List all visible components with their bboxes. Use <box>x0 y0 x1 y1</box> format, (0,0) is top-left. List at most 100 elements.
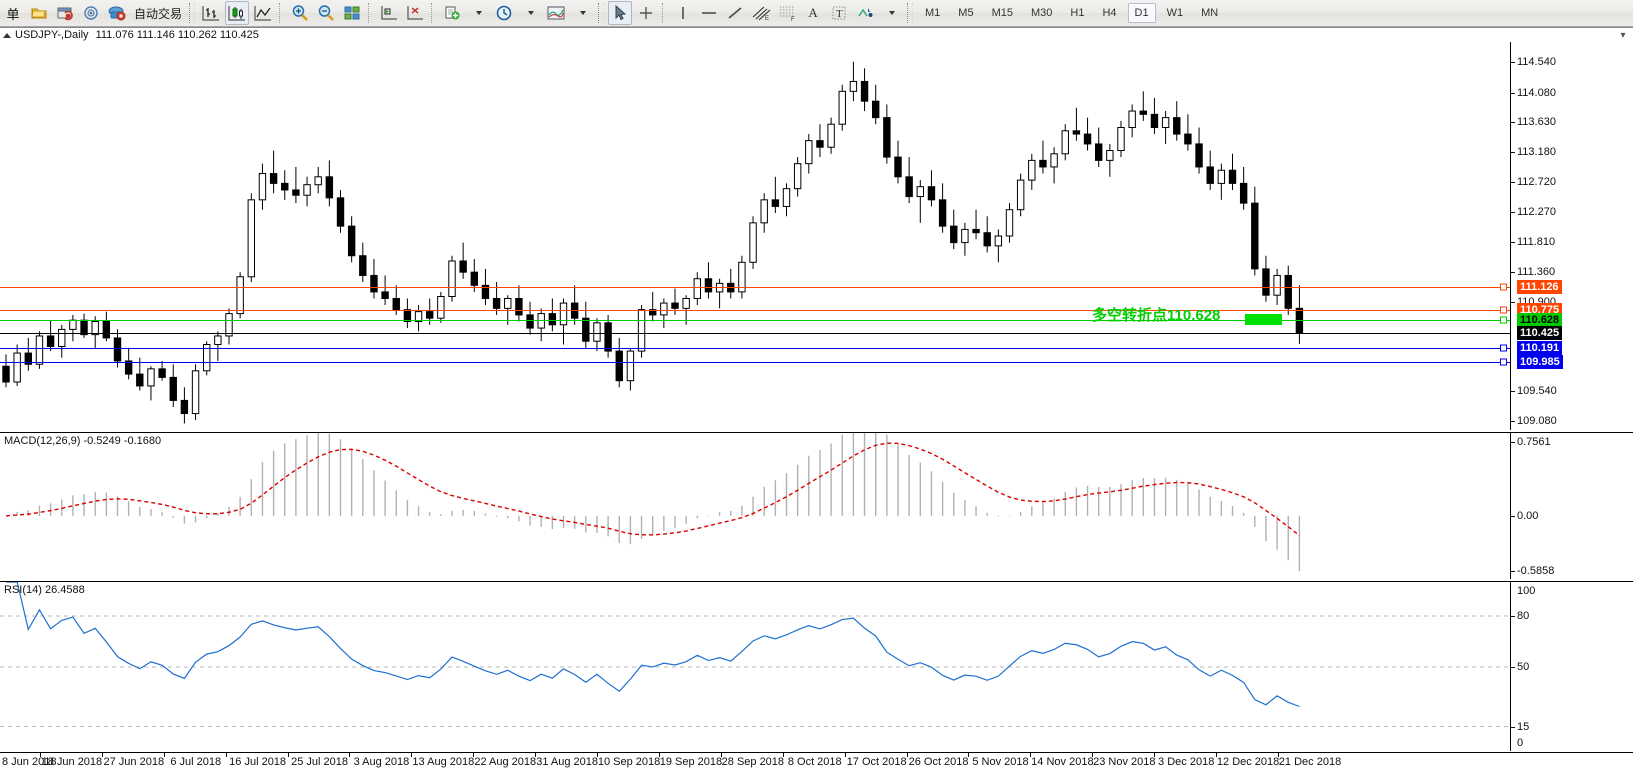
cursor-icon[interactable] <box>608 1 633 25</box>
rsi-tick: 50 <box>1510 661 1530 673</box>
date-tick: 21 Dec 2018 <box>1278 756 1342 768</box>
date-tick: 28 Sep 2018 <box>721 756 785 768</box>
price-level-handle-resistance-2[interactable] <box>1500 306 1507 314</box>
autotrading-label[interactable]: 自动交易 <box>134 6 183 21</box>
timeframe-h4[interactable]: H4 <box>1102 7 1117 19</box>
expand-triangle-icon[interactable] <box>3 32 11 38</box>
price-level-handle-support-1[interactable] <box>1500 344 1507 352</box>
toolbar-separator-4 <box>662 3 667 23</box>
price-scale[interactable]: 114.540 114.080 113.630 113.180 112.720 112.2… <box>1510 42 1633 430</box>
text-label-icon[interactable]: A <box>801 1 825 25</box>
macd-scale[interactable]: 0.7561 0.00 -0.5858 <box>1510 433 1633 579</box>
price-level-handle-resistance-1[interactable] <box>1500 283 1507 291</box>
bar-chart-icon[interactable] <box>199 1 223 25</box>
chart-collapse-icon[interactable]: ▾ <box>1620 29 1626 41</box>
price-level-line-resistance-1[interactable] <box>0 286 1510 288</box>
price-level-chip-current-price[interactable]: 110.425 <box>1517 326 1563 340</box>
timeframe-m1[interactable]: M1 <box>925 7 941 19</box>
macd-series <box>5 433 1301 572</box>
candlestick-chart-icon[interactable] <box>225 1 250 25</box>
price-level-chip-support-1[interactable]: 110.191 <box>1517 341 1563 356</box>
price-level-handle-support-2[interactable] <box>1500 358 1507 366</box>
toolbar-separator-2 <box>368 3 373 23</box>
templates-dropdown-caret[interactable] <box>466 1 490 25</box>
pivot-highlight-box[interactable] <box>1245 313 1282 325</box>
period-dropdown-caret[interactable] <box>518 1 542 25</box>
price-level-chip-resistance-1[interactable]: 111.126 <box>1517 279 1562 294</box>
date-tick: 19 Sep 2018 <box>659 756 723 768</box>
price-level-chip-support-2[interactable]: 109.985 <box>1517 354 1563 369</box>
equidistant-channel-icon[interactable]: E <box>749 1 773 25</box>
line-chart-icon[interactable] <box>251 1 275 25</box>
zoom-out-icon[interactable] <box>314 1 338 25</box>
price-pane: 114.540 114.080 113.630 113.180 112.720 112.2… <box>0 42 1633 430</box>
indicators-icon[interactable] <box>544 1 568 25</box>
zoom-in-icon[interactable] <box>288 1 312 25</box>
date-tick: 3 Aug 2018 <box>353 756 410 768</box>
rsi-tick: 100 <box>1517 585 1536 597</box>
timeframe-h1[interactable]: H1 <box>1070 7 1085 19</box>
rsi-plot-area[interactable] <box>0 582 1510 751</box>
date-axis[interactable]: 8 Jun 2018 18 Jun 2018 27 Jun 2018 6 Jul 20… <box>0 752 1633 772</box>
date-tick: 27 Jun 2018 <box>103 756 165 768</box>
fibonacci-icon[interactable]: F <box>775 1 799 25</box>
toolbar-grip-3[interactable] <box>907 3 914 23</box>
timeframe-m15[interactable]: M15 <box>991 7 1013 19</box>
date-tick-mark <box>349 753 351 757</box>
toolbar-grip-2[interactable] <box>598 3 605 23</box>
period-icon[interactable] <box>492 1 516 25</box>
price-plot-area[interactable] <box>0 42 1510 430</box>
toolbar-grip-1[interactable] <box>189 3 196 23</box>
price-level-line-resistance-2[interactable] <box>0 309 1510 311</box>
templates-icon[interactable] <box>440 1 464 25</box>
text-box-icon[interactable]: T <box>827 1 851 25</box>
folder-icon[interactable] <box>27 1 51 25</box>
chart-shift-icon[interactable] <box>377 1 401 25</box>
date-tick-mark <box>287 753 289 757</box>
date-tick-mark <box>473 753 475 757</box>
rsi-tick: 0 <box>1517 737 1524 749</box>
timeframe-mn[interactable]: MN <box>1201 7 1219 19</box>
price-level-handle-pivot[interactable] <box>1500 316 1507 324</box>
price-tick: 114.540 <box>1511 56 1556 69</box>
price-level-line-support-2[interactable] <box>0 361 1510 363</box>
timeframe-d1[interactable]: D1 <box>1127 3 1156 23</box>
date-tick-mark <box>535 753 537 757</box>
indicators-dropdown-caret[interactable] <box>570 1 594 25</box>
autotrading-icon[interactable] <box>105 1 129 25</box>
timeframe-m30[interactable]: M30 <box>1030 7 1053 19</box>
date-tick: 6 Jul 2018 <box>170 756 222 768</box>
date-tick-mark <box>1154 753 1156 757</box>
price-level-line-pivot[interactable] <box>0 319 1510 321</box>
auto-scroll-icon[interactable] <box>403 1 427 25</box>
new-order-icon[interactable]: 单 <box>1 1 25 25</box>
timeframe-w1[interactable]: W1 <box>1166 7 1184 19</box>
date-tick: 25 Jul 2018 <box>291 756 348 768</box>
price-level-chip-pivot[interactable]: 110.628 <box>1517 312 1563 327</box>
rsi-scale[interactable]: 100 80 50 15 0 <box>1510 582 1633 751</box>
macd-plot-area[interactable] <box>0 433 1510 579</box>
new-order-glyph: 单 <box>6 6 20 22</box>
data-window-icon[interactable] <box>53 1 77 25</box>
macd-tick: 0.7561 <box>1511 436 1551 448</box>
timeframe-m5[interactable]: M5 <box>958 7 974 19</box>
horizontal-line-icon[interactable] <box>697 1 721 25</box>
objects-icon[interactable] <box>853 1 877 25</box>
price-level-line-current-price[interactable] <box>0 333 1510 334</box>
date-tick-mark <box>844 753 846 757</box>
trend-line-icon[interactable] <box>723 1 747 25</box>
text-label-glyph: A <box>808 5 818 20</box>
date-tick-mark <box>1092 753 1094 757</box>
date-tick: 5 Nov 2018 <box>972 756 1029 768</box>
date-tick: 31 Aug 2018 <box>536 756 599 768</box>
navigator-icon[interactable] <box>79 1 103 25</box>
tile-windows-icon[interactable] <box>340 1 364 25</box>
svg-text:T: T <box>836 8 843 20</box>
objects-dropdown-caret[interactable] <box>879 1 903 25</box>
svg-text:F: F <box>791 17 795 22</box>
crosshair-icon[interactable] <box>634 1 658 25</box>
date-tick-mark <box>225 753 227 757</box>
price-level-line-support-1[interactable] <box>0 348 1510 350</box>
vertical-line-icon[interactable] <box>671 1 695 25</box>
date-tick: 13 Aug 2018 <box>412 756 475 768</box>
